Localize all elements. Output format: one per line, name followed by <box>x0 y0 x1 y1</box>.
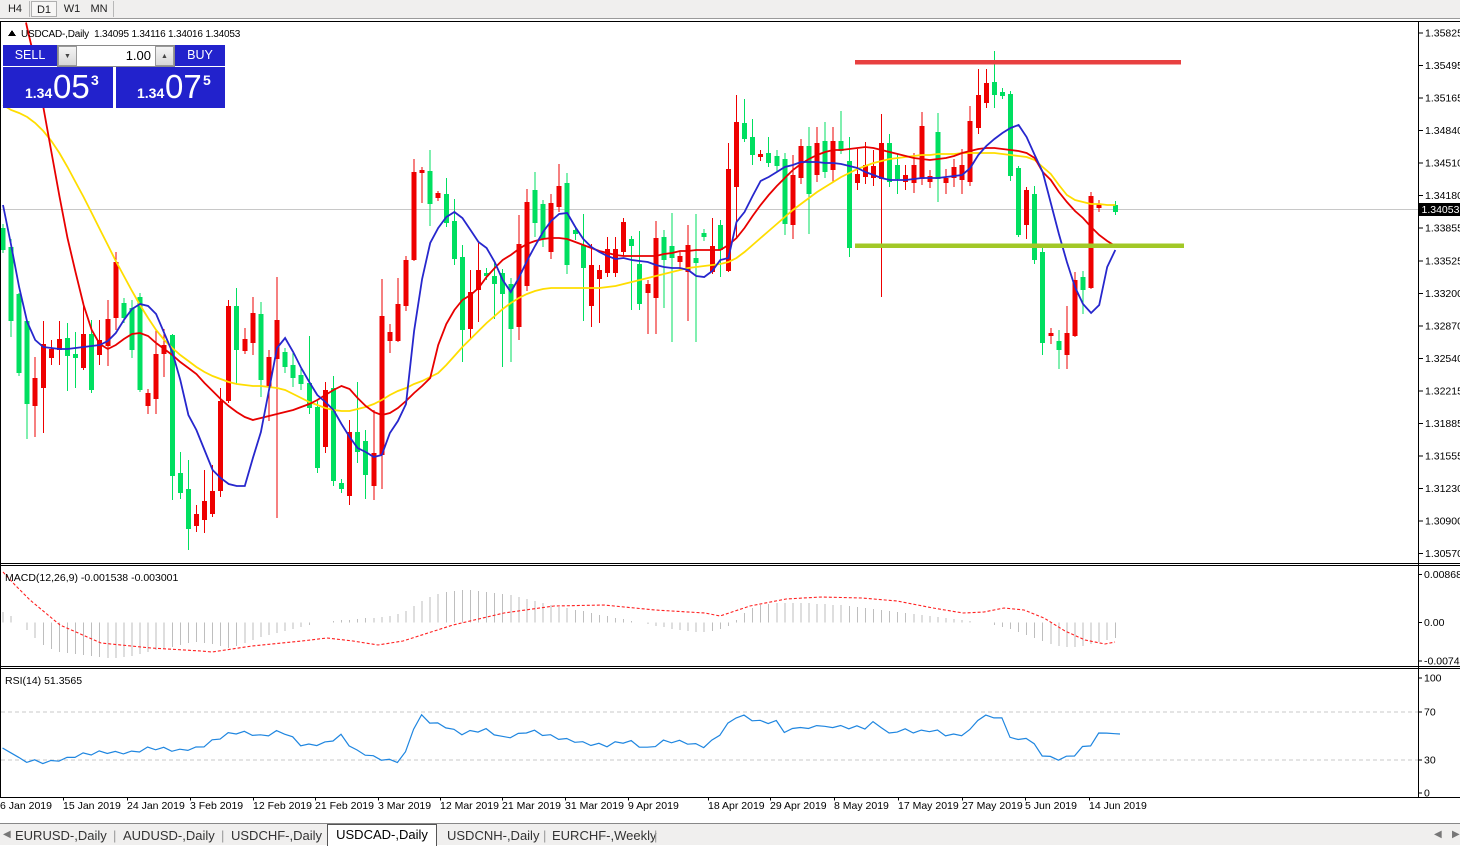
svg-text:1.33855: 1.33855 <box>1425 223 1460 235</box>
svg-text:100: 100 <box>1424 673 1442 685</box>
svg-text:3 Mar 2019: 3 Mar 2019 <box>378 800 431 812</box>
svg-text:5 Jun 2019: 5 Jun 2019 <box>1025 800 1077 812</box>
svg-text:0.00: 0.00 <box>1424 617 1445 629</box>
svg-text:24 Jan 2019: 24 Jan 2019 <box>127 800 185 812</box>
svg-text:18 Apr 2019: 18 Apr 2019 <box>708 800 765 812</box>
svg-text:RSI(14) 51.3565: RSI(14) 51.3565 <box>5 675 82 687</box>
svg-text:1.30900: 1.30900 <box>1425 516 1460 528</box>
svg-text:15 Jan 2019: 15 Jan 2019 <box>63 800 121 812</box>
svg-text:21 Feb 2019: 21 Feb 2019 <box>315 800 374 812</box>
svg-text:1.34510: 1.34510 <box>1425 158 1460 170</box>
svg-text:1.32540: 1.32540 <box>1425 353 1460 365</box>
svg-text:1.33200: 1.33200 <box>1425 288 1460 300</box>
svg-text:8 May 2019: 8 May 2019 <box>834 800 889 812</box>
svg-text:1.34840: 1.34840 <box>1425 125 1460 137</box>
svg-text:1.35495: 1.35495 <box>1425 60 1460 72</box>
svg-text:1.31555: 1.31555 <box>1425 451 1460 463</box>
svg-text:30: 30 <box>1424 755 1436 767</box>
svg-text:17 May 2019: 17 May 2019 <box>898 800 959 812</box>
svg-text:MACD(12,26,9) -0.001538 -0.003: MACD(12,26,9) -0.001538 -0.003001 <box>5 572 179 584</box>
svg-text:6 Jan 2019: 6 Jan 2019 <box>0 800 52 812</box>
svg-text:USDCAD-,Daily 1.34095 1.34116: USDCAD-,Daily 1.34095 1.34116 1.34016 1.… <box>21 29 241 40</box>
svg-text:-0.007404: -0.007404 <box>1424 656 1460 668</box>
svg-text:1.31885: 1.31885 <box>1425 418 1460 430</box>
svg-text:14 Jun 2019: 14 Jun 2019 <box>1089 800 1147 812</box>
svg-text:1.35825: 1.35825 <box>1425 28 1460 40</box>
svg-text:1.32215: 1.32215 <box>1425 385 1460 397</box>
svg-text:31 Mar 2019: 31 Mar 2019 <box>565 800 624 812</box>
svg-text:12 Mar 2019: 12 Mar 2019 <box>440 800 499 812</box>
svg-text:1.33525: 1.33525 <box>1425 255 1460 267</box>
svg-text:0: 0 <box>1424 788 1430 800</box>
svg-text:3 Feb 2019: 3 Feb 2019 <box>190 800 243 812</box>
svg-text:9 Apr 2019: 9 Apr 2019 <box>628 800 679 812</box>
svg-text:29 Apr 2019: 29 Apr 2019 <box>770 800 827 812</box>
svg-text:12 Feb 2019: 12 Feb 2019 <box>253 800 312 812</box>
svg-text:27 May 2019: 27 May 2019 <box>962 800 1023 812</box>
svg-text:21 Mar 2019: 21 Mar 2019 <box>502 800 561 812</box>
svg-text:1.34053: 1.34053 <box>1422 204 1460 216</box>
svg-text:1.30570: 1.30570 <box>1425 548 1460 560</box>
svg-text:1.32870: 1.32870 <box>1425 320 1460 332</box>
svg-text:0.008686: 0.008686 <box>1424 569 1460 581</box>
svg-text:70: 70 <box>1424 707 1436 719</box>
svg-text:1.31230: 1.31230 <box>1425 483 1460 495</box>
svg-text:1.34180: 1.34180 <box>1425 190 1460 202</box>
svg-text:1.35165: 1.35165 <box>1425 93 1460 105</box>
